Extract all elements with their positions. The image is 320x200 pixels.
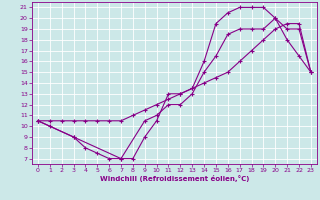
X-axis label: Windchill (Refroidissement éolien,°C): Windchill (Refroidissement éolien,°C) <box>100 175 249 182</box>
